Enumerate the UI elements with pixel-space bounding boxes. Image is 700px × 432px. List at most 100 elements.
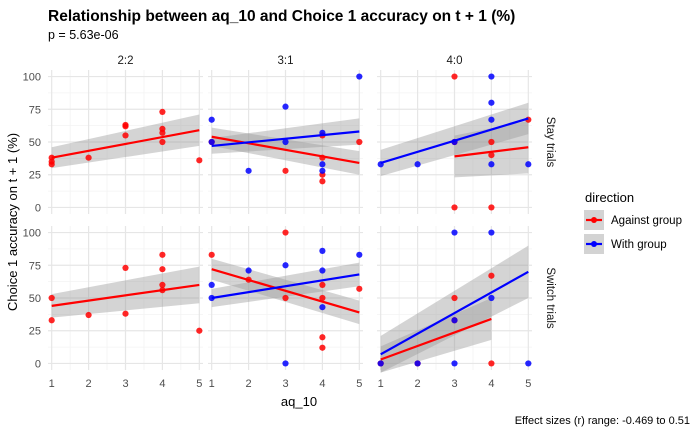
- data-point: [208, 281, 215, 289]
- data-point: [282, 229, 289, 236]
- data-point: [159, 108, 166, 115]
- y-tick-label: 100: [23, 72, 41, 84]
- x-tick-label: 4: [488, 378, 494, 390]
- data-point: [356, 138, 363, 146]
- data-point: [159, 281, 166, 289]
- chart-title: Relationship between aq_10 and Choice 1 …: [48, 8, 515, 25]
- data-point: [159, 125, 166, 133]
- regression-line: [380, 117, 529, 164]
- confidence-band: [211, 262, 360, 308]
- x-axis-title: aq_10: [281, 394, 317, 409]
- data-point: [319, 167, 326, 174]
- data-point: [85, 154, 92, 161]
- legend-label: Against group: [611, 215, 682, 227]
- regression-line: [211, 135, 360, 165]
- data-point: [488, 161, 495, 168]
- data-point: [377, 360, 384, 367]
- data-point: [122, 132, 129, 139]
- data-point: [488, 229, 495, 236]
- facet-panel: [208, 73, 363, 185]
- chart-subtitle: p = 5.63e-06: [48, 28, 119, 42]
- regression-line: [51, 129, 200, 159]
- regression-line: [211, 273, 360, 300]
- facet-column-label: 3:1: [278, 55, 294, 67]
- data-point: [208, 294, 215, 302]
- y-tick-label: 100: [23, 228, 41, 240]
- data-point: [196, 327, 203, 334]
- data-point: [414, 161, 421, 168]
- facet-row-label: Stay trials: [544, 117, 556, 168]
- facet-panels: 2:2 3:1 4:0 Stay trials Switch trials: [48, 55, 556, 373]
- facet-grid: [48, 226, 203, 370]
- data-point: [451, 294, 458, 302]
- data-point: [488, 204, 495, 211]
- y-tick-label: 75: [29, 104, 41, 116]
- legend-label: With group: [611, 239, 667, 251]
- facet-row-label: Switch trials: [544, 267, 556, 329]
- legend-key-point: [591, 217, 597, 223]
- data-point: [488, 73, 495, 80]
- facet-column-label: 2:2: [118, 55, 134, 67]
- data-point: [208, 138, 215, 146]
- data-point: [282, 103, 289, 110]
- data-point: [196, 157, 203, 164]
- data-point: [159, 138, 166, 146]
- data-point: [319, 334, 326, 341]
- facet-panel: [377, 229, 532, 373]
- regression-line: [211, 130, 360, 148]
- regression-line: [51, 283, 200, 307]
- data-point: [488, 294, 495, 302]
- y-tick-label: 50: [29, 293, 41, 305]
- x-tick-label: 2: [415, 378, 421, 390]
- data-point: [525, 161, 532, 168]
- data-point: [282, 294, 289, 302]
- y-tick-label: 50: [29, 137, 41, 149]
- data-point: [319, 344, 326, 351]
- data-point: [356, 73, 363, 80]
- data-point: [319, 178, 326, 185]
- caption: Effect sizes (r) range: -0.469 to 0.51: [515, 415, 690, 427]
- confidence-band: [51, 266, 200, 318]
- data-point: [282, 360, 289, 367]
- x-tick-label: 1: [209, 378, 215, 390]
- regression-line: [454, 146, 529, 158]
- data-point: [488, 360, 495, 367]
- data-point: [451, 229, 458, 236]
- facet-grid: [208, 226, 363, 370]
- data-point: [282, 167, 289, 174]
- data-point: [208, 251, 215, 258]
- data-point: [282, 262, 289, 269]
- x-tick-label: 1: [49, 378, 55, 390]
- x-tick-label: 5: [196, 378, 202, 390]
- data-point: [451, 317, 458, 324]
- data-point: [159, 266, 166, 273]
- facet-panel: [48, 108, 203, 169]
- data-point: [451, 204, 458, 211]
- legend-key-point: [591, 241, 597, 247]
- x-tick-label: 4: [159, 378, 165, 390]
- data-point: [282, 138, 289, 146]
- data-point: [319, 294, 326, 302]
- data-point: [319, 247, 326, 254]
- facet-grid: [208, 70, 363, 214]
- facet-panel: [48, 251, 203, 334]
- confidence-band: [380, 298, 492, 373]
- regression-line: [380, 270, 529, 356]
- regression-line: [211, 268, 360, 314]
- legend: direction Against group With group: [584, 190, 682, 254]
- facet-panel: [377, 73, 532, 211]
- x-tick-label: 3: [122, 378, 128, 390]
- data-point: [488, 138, 495, 146]
- x-tick-label: 4: [319, 378, 325, 390]
- x-tick-label: 5: [356, 378, 362, 390]
- data-point: [122, 310, 129, 317]
- data-point: [451, 73, 458, 80]
- data-point: [245, 167, 252, 174]
- y-axis-title: Choice 1 accuracy on t + 1 (%): [5, 133, 20, 311]
- facet-column-label: 4:0: [447, 55, 463, 67]
- data-point: [488, 272, 495, 279]
- data-point: [319, 304, 326, 311]
- data-point: [488, 151, 495, 159]
